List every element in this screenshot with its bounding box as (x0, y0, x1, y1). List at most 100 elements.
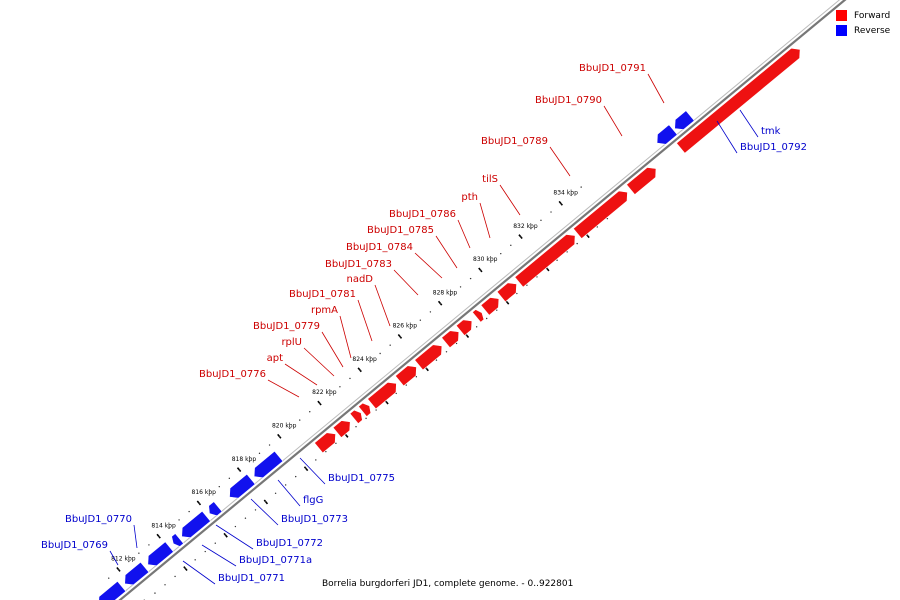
leader-apt (284, 363, 318, 386)
minor-tick (415, 376, 418, 378)
minor-tick (510, 244, 512, 247)
minor-tick (128, 560, 130, 563)
minor-tick (194, 559, 196, 561)
leader-BbuJD1_0791 (647, 73, 665, 104)
minor-tick (148, 544, 150, 546)
minor-tick (335, 442, 337, 445)
minor-tick (540, 219, 542, 222)
minor-tick (278, 436, 281, 438)
gene-label-BbuJD1_0773: BbuJD1_0773 (281, 514, 348, 525)
gene-BbuJD1_0784[interactable] (455, 319, 473, 337)
minor-tick (365, 417, 367, 420)
gene-BbuJD1_0775[interactable] (253, 450, 284, 479)
minor-tick (284, 484, 287, 486)
gene-rplU[interactable] (349, 409, 363, 425)
minor-tick (425, 367, 428, 370)
minor-tick (455, 342, 458, 345)
leader-BbuJD1_0772 (215, 524, 254, 550)
leader-BbuJD1_0784 (414, 252, 443, 279)
minor-tick (445, 351, 448, 353)
tick-label: 818 kbp (232, 456, 257, 463)
gene-BbuJD1_0776[interactable] (314, 432, 336, 454)
minor-tick (500, 252, 502, 255)
gene-BbuJD1_0771a[interactable] (171, 533, 185, 547)
gene-flgG[interactable] (229, 473, 256, 499)
leader-BbuJD1_0789 (549, 146, 571, 177)
gene-BbuJD1_0779[interactable] (357, 402, 372, 418)
leader-BbuJD1_0773 (250, 498, 279, 526)
minor-tick (375, 409, 377, 411)
gene-label-flgG: flgG (303, 495, 323, 506)
gene-BbuJD1_0769[interactable] (98, 580, 127, 600)
gene-BbuJD1_0789[interactable] (572, 190, 628, 240)
minor-tick (329, 394, 331, 396)
minor-tick (295, 475, 297, 478)
gene-BbuJD1_0792[interactable] (656, 124, 678, 145)
gene-BbuJD1_0783[interactable] (441, 330, 460, 349)
minor-tick (469, 277, 472, 280)
minor-tick (108, 577, 110, 579)
minor-tick (506, 301, 508, 303)
gene-BbuJD1_0771[interactable] (147, 541, 174, 567)
minor-tick (168, 527, 170, 529)
gene-BbuJD1_0773[interactable] (208, 501, 223, 517)
gene-tmk[interactable] (674, 110, 695, 130)
minor-tick (349, 377, 351, 380)
gene-BbuJD1_0770[interactable] (124, 561, 150, 586)
genome-caption: Borrelia burgdorferi JD1, complete genom… (322, 579, 574, 589)
gene-label-BbuJD1_0784: BbuJD1_0784 (346, 242, 413, 253)
minor-tick (429, 311, 432, 313)
minor-tick (184, 567, 186, 569)
minor-tick (490, 261, 492, 263)
gene-label-BbuJD1_0783: BbuJD1_0783 (325, 259, 392, 270)
leader-BbuJD1_0779 (321, 331, 344, 368)
gene-rpmA[interactable] (367, 381, 397, 410)
gene-label-BbuJD1_0781: BbuJD1_0781 (289, 289, 356, 300)
gene-label-rplU: rplU (281, 337, 302, 348)
gene-BbuJD1_0790[interactable] (626, 167, 657, 196)
minor-tick (268, 444, 271, 446)
minor-tick (315, 459, 317, 461)
gene-BbuJD1_0772[interactable] (181, 510, 211, 539)
minor-tick (288, 427, 291, 430)
backbone-shadow (113, 0, 841, 600)
minor-tick (465, 334, 468, 336)
minor-tick (516, 292, 518, 295)
minor-tick (530, 227, 532, 230)
gene-label-BbuJD1_0779: BbuJD1_0779 (253, 321, 320, 332)
gene-pth[interactable] (496, 282, 517, 303)
minor-tick (138, 552, 140, 554)
minor-tick (475, 326, 478, 328)
minor-tick (355, 425, 357, 428)
leader-BbuJD1_0781 (357, 299, 373, 342)
legend-item-reverse: Reverse (836, 23, 900, 38)
leader-nadD (374, 284, 391, 327)
gene-BbuJD1_0785[interactable] (471, 309, 485, 323)
gene-nadD[interactable] (414, 344, 443, 371)
minor-tick (369, 361, 371, 363)
minor-tick (238, 469, 241, 471)
gene-apt[interactable] (332, 420, 351, 439)
minor-tick (536, 276, 538, 278)
gene-BbuJD1_0786[interactable] (480, 297, 500, 316)
gene-tilS[interactable] (514, 234, 576, 288)
minor-tick (264, 500, 267, 503)
gene-BbuJD1_0791[interactable] (676, 47, 801, 154)
minor-tick (299, 419, 301, 421)
gene-label-BbuJD1_0789: BbuJD1_0789 (481, 136, 548, 147)
gene-label-tilS: tilS (482, 174, 498, 185)
leader-BbuJD1_0776 (267, 379, 300, 398)
leader-BbuJD1_0785 (435, 235, 458, 269)
gene-features (98, 47, 801, 600)
leader-BbuJD1_0786 (457, 219, 471, 249)
gene-BbuJD1_0781[interactable] (394, 365, 417, 387)
minor-tick (224, 534, 227, 536)
leader-pth (479, 202, 491, 239)
minor-tick (345, 434, 347, 436)
genome-backbone (113, 0, 847, 600)
minor-tick (258, 452, 261, 455)
gene-label-BbuJD1_0770: BbuJD1_0770 (65, 514, 132, 525)
minor-tick (435, 359, 438, 361)
tick-label: 820 kbp (272, 422, 297, 429)
